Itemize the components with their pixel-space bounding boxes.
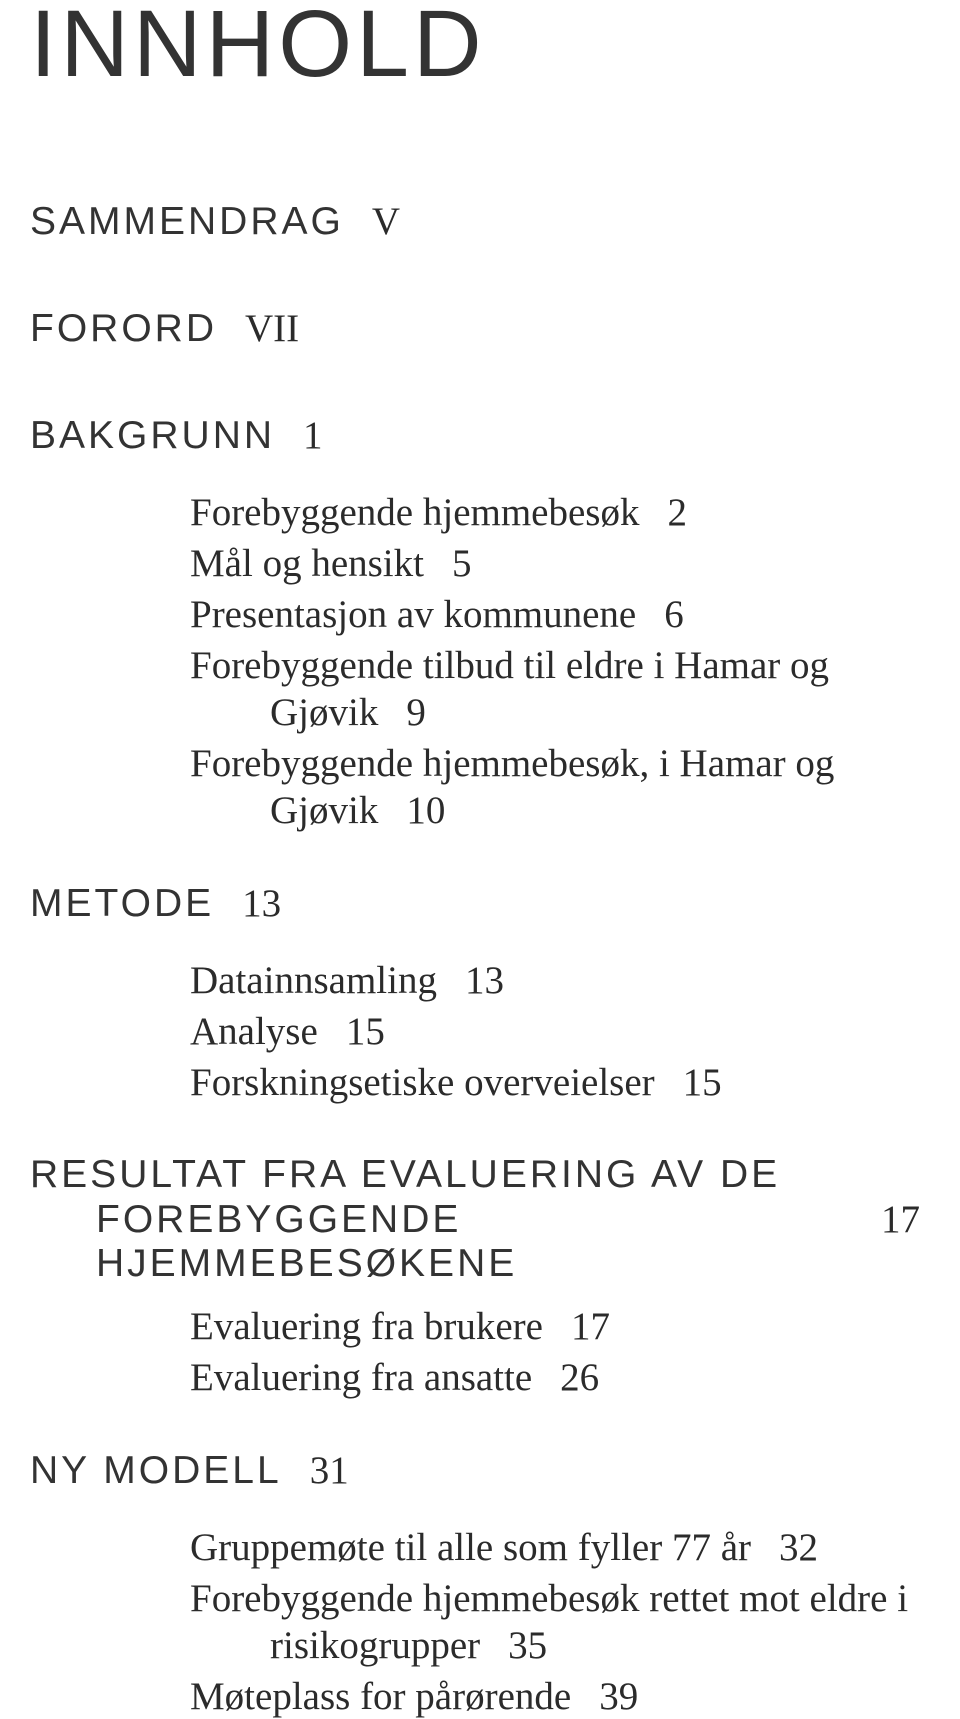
sub-entry-text: Forskningsetiske overveielser: [190, 1060, 655, 1105]
sub-entry-continuation: Gjøvik 9: [190, 690, 426, 735]
section-heading: METODE: [30, 882, 214, 926]
page-number: 17: [571, 1304, 610, 1349]
toc-section: SAMMENDRAG V: [30, 199, 920, 258]
section-heading-text: FOREBYGGENDE HJEMMEBESØKENE: [30, 1198, 853, 1286]
section-heading: BAKGRUNN: [30, 414, 275, 458]
sub-entry-text: Forebyggende hjemmebesøk: [190, 490, 639, 535]
toc-sub-entry: Møteplass for pårørende 39: [190, 1674, 920, 1719]
sub-entry-text: Gjøvik: [270, 690, 378, 735]
section-heading: NY MODELL: [30, 1449, 282, 1493]
page-number: 5: [452, 541, 472, 586]
toc-sub-entry: Presentasjon av kommunene 6: [190, 592, 920, 637]
page-number: 32: [779, 1525, 818, 1570]
sub-entry-text: Analyse: [190, 1009, 318, 1054]
section-heading: SAMMENDRAG: [30, 200, 344, 244]
toc-sub-entry: Mål og hensikt 5: [190, 541, 920, 586]
toc-sub-entry: Forskningsetiske overveielser 15: [190, 1060, 920, 1105]
sub-entry-text: Mål og hensikt: [190, 541, 424, 586]
toc-section: RESULTAT FRA EVALUERING AV DE FOREBYGGEN…: [30, 1153, 920, 1286]
toc-sub-entry: Forebyggende hjemmebesøk 2: [190, 490, 920, 535]
sub-entry-text: Gjøvik: [270, 788, 378, 833]
section-heading-line1: RESULTAT FRA EVALUERING AV DE: [30, 1153, 920, 1197]
page-number: 15: [683, 1060, 722, 1105]
page-number: 6: [664, 592, 684, 637]
sub-entry-text: risikogrupper: [270, 1623, 480, 1668]
sub-entry-text: Forebyggende tilbud til eldre i Hamar og: [190, 643, 829, 688]
toc-sub-entry: Evaluering fra ansatte 26: [190, 1355, 920, 1400]
sub-entry-text: Forebyggende hjemmebesøk, i Hamar og: [190, 741, 834, 786]
toc-section: FORORD VII: [30, 306, 920, 365]
toc-sub-block: Gruppemøte til alle som fyller 77 år 32 …: [30, 1525, 920, 1719]
toc-sub-entry: Evaluering fra brukere 17: [190, 1304, 920, 1349]
page-number: 26: [560, 1355, 599, 1400]
sub-entry-text: Forebyggende hjemmebesøk rettet mot eldr…: [190, 1576, 908, 1621]
page-number: 1: [303, 413, 323, 458]
page-number: 35: [508, 1623, 547, 1668]
toc-sub-entry: Forebyggende hjemmebesøk rettet mot eldr…: [190, 1576, 920, 1668]
toc-sub-entry: Datainnsamling 13: [190, 958, 920, 1003]
sub-entry-continuation: Gjøvik 10: [190, 788, 445, 833]
toc-sub-entry: Forebyggende hjemmebesøk, i Hamar og Gjø…: [190, 741, 920, 833]
sub-entry-text: Evaluering fra brukere: [190, 1304, 543, 1349]
toc-sub-entry: Analyse 15: [190, 1009, 920, 1054]
toc-sub-entry: Forebyggende tilbud til eldre i Hamar og…: [190, 643, 920, 735]
page-number: 10: [406, 788, 445, 833]
page-number: 13: [242, 881, 281, 926]
sub-entry-text: Gruppemøte til alle som fyller 77 år: [190, 1525, 751, 1570]
sub-entry-text: Datainnsamling: [190, 958, 437, 1003]
page-number: 15: [346, 1009, 385, 1054]
sub-entry-text: Evaluering fra ansatte: [190, 1355, 532, 1400]
section-heading: FORORD: [30, 307, 217, 351]
page-number: VII: [245, 306, 299, 351]
page-number: 13: [465, 958, 504, 1003]
toc-sub-entry: Gruppemøte til alle som fyller 77 år 32: [190, 1525, 920, 1570]
page-number: 31: [310, 1448, 349, 1493]
toc-section: BAKGRUNN 1: [30, 413, 920, 472]
sub-entry-text: Møteplass for pårørende: [190, 1674, 571, 1719]
sub-entry-continuation: risikogrupper 35: [190, 1623, 547, 1668]
page-number: 2: [667, 490, 687, 535]
toc-section: NY MODELL 31: [30, 1448, 920, 1507]
section-heading-line2: FOREBYGGENDE HJEMMEBESØKENE 17: [30, 1197, 920, 1286]
page-number: 9: [406, 690, 426, 735]
page-title: INNHOLD: [30, 0, 920, 99]
page-number: V: [372, 199, 400, 244]
page-number: 17: [881, 1197, 920, 1242]
page-number: 39: [599, 1674, 638, 1719]
toc-section: METODE 13: [30, 881, 920, 940]
sub-entry-text: Presentasjon av kommunene: [190, 592, 636, 637]
toc-page: INNHOLD SAMMENDRAG V FORORD VII BAKGRUNN…: [0, 0, 960, 1719]
toc-sub-block: Evaluering fra brukere 17 Evaluering fra…: [30, 1304, 920, 1400]
toc-sub-block: Forebyggende hjemmebesøk 2 Mål og hensik…: [30, 490, 920, 833]
toc-sub-block: Datainnsamling 13 Analyse 15 Forskningse…: [30, 958, 920, 1105]
